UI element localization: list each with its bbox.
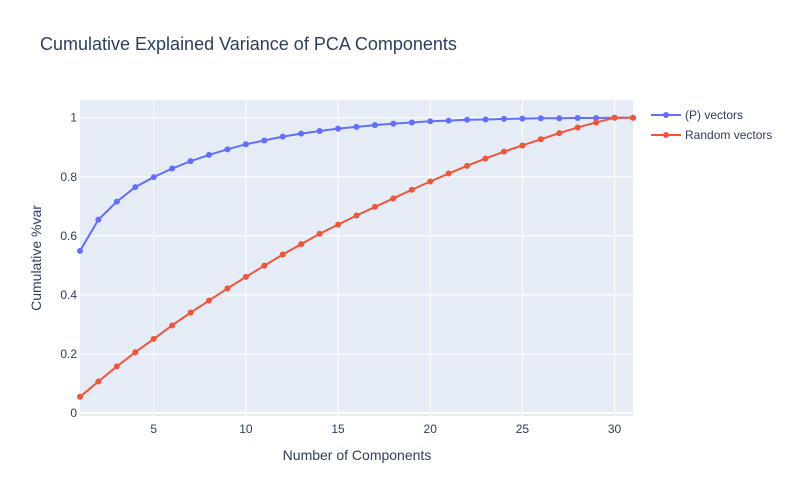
x-tick-label: 15 <box>331 422 345 436</box>
data-point <box>353 212 360 219</box>
data-point <box>556 115 563 122</box>
y-axis-title: Cumulative %var <box>28 205 44 311</box>
data-point <box>224 285 231 292</box>
data-point <box>445 117 452 124</box>
data-point <box>482 116 489 123</box>
data-point <box>371 122 378 129</box>
data-point <box>206 151 213 158</box>
data-point <box>242 141 249 148</box>
data-point <box>519 142 526 149</box>
data-point <box>169 165 176 172</box>
data-point <box>224 146 231 153</box>
data-point <box>427 118 434 125</box>
data-point <box>316 230 323 237</box>
data-point <box>77 247 83 254</box>
x-tick-labels: 5 10 15 20 25 30 <box>150 422 621 436</box>
y-tick-label: 0.8 <box>60 170 77 184</box>
legend: (P) vectors Random vectors <box>651 108 772 142</box>
data-point <box>556 130 563 137</box>
y-tick-label: 0 <box>70 406 77 420</box>
data-point <box>298 130 305 137</box>
data-point <box>298 241 305 248</box>
plot-area <box>80 100 633 416</box>
data-point <box>464 116 471 123</box>
data-point <box>187 309 194 316</box>
data-point <box>187 158 194 165</box>
data-point <box>150 174 157 181</box>
data-point <box>390 195 397 202</box>
data-point <box>279 251 286 258</box>
data-point <box>519 115 526 122</box>
legend-swatch-marker <box>663 132 669 138</box>
legend-label: (P) vectors <box>685 108 743 122</box>
x-gridlines <box>153 100 616 416</box>
legend-label: Random vectors <box>685 128 772 142</box>
data-point <box>611 114 618 121</box>
y-tick-label: 0.4 <box>60 288 77 302</box>
data-point <box>95 378 102 385</box>
data-point <box>353 123 360 130</box>
x-tick-label: 25 <box>516 422 530 436</box>
data-point <box>335 125 342 132</box>
data-point <box>464 162 471 169</box>
x-tick-label: 20 <box>424 422 438 436</box>
series-layer <box>77 114 636 400</box>
data-point <box>537 115 544 122</box>
data-point <box>574 115 581 122</box>
data-point <box>445 170 452 177</box>
x-axis-title: Number of Components <box>283 447 432 463</box>
data-point <box>593 119 600 126</box>
data-point <box>371 203 378 210</box>
data-point <box>150 335 157 342</box>
y-tick-label: 0.2 <box>60 347 77 361</box>
data-point <box>537 136 544 143</box>
data-point <box>95 216 102 223</box>
y-tick-label: 1 <box>70 111 77 125</box>
legend-item: Random vectors <box>651 128 772 142</box>
data-point <box>316 128 323 135</box>
data-point <box>242 273 249 280</box>
series-p-vectors <box>77 114 636 254</box>
legend-item: (P) vectors <box>651 108 743 122</box>
y-tick-labels: 0 0.2 0.4 0.6 0.8 1 <box>60 111 77 420</box>
data-point <box>408 119 415 126</box>
data-point <box>261 137 268 144</box>
x-tick-label: 30 <box>608 422 622 436</box>
legend-swatch-marker <box>663 112 669 118</box>
data-point <box>113 198 120 205</box>
data-point <box>427 178 434 185</box>
data-point <box>500 115 507 122</box>
data-point <box>574 124 581 131</box>
data-point <box>77 393 83 400</box>
data-point <box>390 120 397 127</box>
data-point <box>261 262 268 269</box>
data-point <box>132 349 139 356</box>
data-point <box>279 133 286 140</box>
data-point <box>593 115 600 122</box>
y-tick-label: 0.6 <box>60 229 77 243</box>
data-point <box>335 221 342 228</box>
data-point <box>132 184 139 191</box>
data-point <box>206 297 213 304</box>
x-tick-label: 10 <box>239 422 253 436</box>
chart-title: Cumulative Explained Variance of PCA Com… <box>40 34 457 54</box>
data-point <box>500 148 507 155</box>
data-point <box>169 322 176 329</box>
x-tick-label: 5 <box>150 422 157 436</box>
data-point <box>408 186 415 193</box>
data-point <box>113 363 120 370</box>
data-point <box>630 114 636 121</box>
series-random-vectors <box>77 114 636 400</box>
data-point <box>482 155 489 162</box>
